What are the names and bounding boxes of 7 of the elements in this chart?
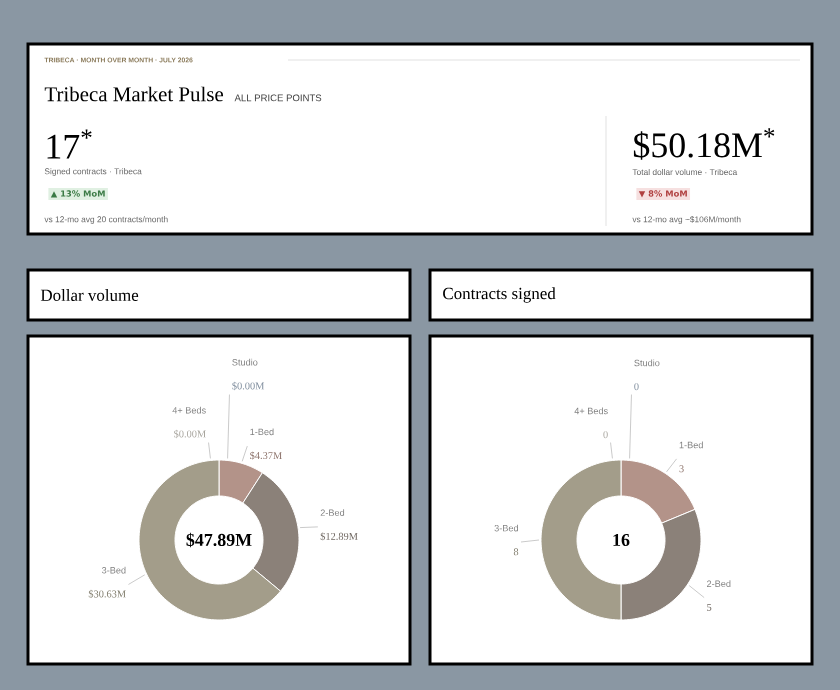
text: 16: [613, 533, 630, 547]
chart-title: Dollar volume: [40, 289, 139, 301]
text: $47.89M: [186, 532, 252, 548]
chart-title: Contracts signed: [443, 287, 556, 303]
text: $50.18M$^{*}$: [633, 128, 775, 160]
text: Tribeca Market Pulse: [44, 86, 224, 102]
text: 17$^{*}$: [47, 129, 92, 159]
